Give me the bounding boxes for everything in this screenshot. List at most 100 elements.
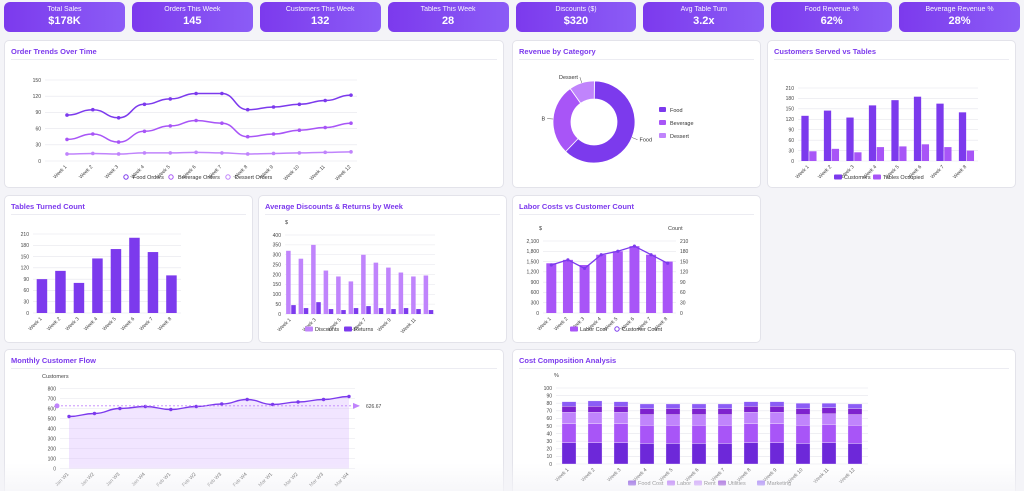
- y-tick-label: 30: [23, 300, 29, 306]
- legend-swatch: [659, 120, 666, 125]
- kpi-avg-table-turn[interactable]: Avg Table Turn 3.2x: [643, 2, 765, 32]
- y-tick-label: 300: [273, 253, 282, 259]
- legend-label: Food: [670, 108, 683, 114]
- bar: [92, 258, 103, 313]
- bar-segment: [587, 423, 603, 443]
- bar: [958, 112, 967, 161]
- y-tick-label: 180: [786, 96, 795, 102]
- y2-axis-unit: Count: [668, 226, 683, 232]
- kpi-beverage-revenue[interactable]: Beverage Revenue % 28%: [899, 2, 1020, 32]
- y-tick-label: 150: [33, 78, 42, 84]
- bar: [944, 147, 952, 161]
- bar-segment: [587, 400, 603, 407]
- bar-segment: [847, 403, 863, 409]
- bar: [129, 237, 140, 313]
- y-tick-label: 800: [48, 386, 57, 392]
- bar-segment: [821, 413, 837, 425]
- bar: [147, 252, 159, 313]
- bar-segment: [743, 442, 759, 465]
- bar: [876, 147, 885, 161]
- data-point: [323, 150, 327, 155]
- kpi-food-revenue[interactable]: Food Revenue % 62%: [771, 2, 893, 32]
- bar-segment: [717, 408, 733, 415]
- kpi-total-sales[interactable]: Total Sales $178K: [4, 2, 125, 32]
- data-point: [65, 152, 69, 156]
- area-fill: [69, 396, 349, 469]
- tables-turned-card: Tables Turned Count 0 30 60 90 120 150 180 210 W…: [4, 195, 253, 343]
- legend-swatch: [718, 480, 726, 486]
- data-point: [116, 116, 121, 120]
- revenue-category-card: Revenue by Category Food B Dessert Food Beve…: [512, 40, 761, 188]
- bar-segment: [769, 406, 785, 413]
- bar: [868, 105, 877, 161]
- bar: [899, 146, 907, 161]
- kpi-tables-this-week[interactable]: Tables This Week 28: [387, 2, 509, 32]
- legend-swatch: [305, 326, 313, 332]
- kpi-value: 132: [311, 15, 330, 27]
- data-point: [91, 151, 95, 156]
- card-title: Order Trends Over Time: [11, 47, 97, 56]
- data-point: [142, 151, 147, 155]
- bar-segment: [821, 424, 837, 443]
- data-point: [666, 261, 670, 265]
- y-tick-label: 210: [680, 239, 689, 245]
- x-tick-label: Mar W1: [257, 472, 274, 489]
- kpi-value: $320: [563, 15, 589, 27]
- legend-swatch: [757, 480, 765, 486]
- bar: [411, 276, 416, 314]
- bar-segment: [561, 401, 577, 407]
- x-tick-label: Week 3: [606, 467, 622, 483]
- x-tick-label: Week 2: [78, 164, 94, 180]
- bar: [416, 309, 421, 314]
- bar: [921, 144, 930, 161]
- legend-label: Dessert: [670, 134, 689, 140]
- data-point: [349, 93, 353, 97]
- y-tick-label: 120: [21, 266, 30, 272]
- y-tick-label: 70: [546, 409, 552, 415]
- bar-segment: [639, 425, 655, 444]
- legend-swatch: [344, 326, 352, 332]
- bar-segment: [639, 403, 655, 409]
- bar-segment: [561, 412, 577, 424]
- bar: [386, 267, 391, 314]
- bar: [73, 282, 85, 313]
- bar-segment: [691, 408, 707, 415]
- data-point: [91, 107, 95, 112]
- bar: [423, 275, 429, 314]
- x-tick-label: Week 11: [309, 164, 327, 182]
- bar: [55, 270, 66, 313]
- y-axis-unit: $: [285, 220, 288, 226]
- data-point: [116, 140, 121, 144]
- data-point: [349, 121, 353, 125]
- x-tick-label: Feb W2: [181, 472, 198, 489]
- bar: [311, 244, 316, 314]
- kpi-discounts[interactable]: Discounts ($) $320: [515, 2, 637, 32]
- kpi-customers-this-week[interactable]: Customers This Week 132: [259, 2, 381, 32]
- y-tick-label: 100: [48, 456, 57, 462]
- bar-segment: [613, 442, 629, 465]
- bar: [353, 308, 359, 314]
- series-line: [66, 92, 352, 119]
- bar-segment: [691, 425, 707, 444]
- bar-segment: [665, 408, 681, 415]
- bar-segment: [847, 408, 863, 415]
- legend-label: Labor: [677, 481, 691, 487]
- kpi-row: Total Sales $178K Orders This Week 145 Cus…: [4, 2, 1020, 32]
- bar: [323, 270, 329, 314]
- data-point: [92, 411, 97, 416]
- legend-label: Marketing: [767, 481, 791, 487]
- bar-segment: [769, 401, 785, 407]
- card-title: Tables Turned Count: [11, 202, 85, 211]
- data-point: [245, 397, 249, 402]
- slice-leader: [579, 77, 582, 83]
- slice-leader: [631, 137, 638, 140]
- x-tick-label: Week 10: [283, 164, 301, 182]
- kpi-orders-this-week[interactable]: Orders This Week 145: [131, 2, 253, 32]
- card-title: Revenue by Category: [519, 47, 596, 56]
- revenue-category-chart: Food B Dessert Food Beverage Dessert: [541, 75, 694, 164]
- legend-swatch: [614, 326, 620, 332]
- bar: [391, 309, 396, 314]
- x-tick-label: Week 2: [553, 316, 569, 332]
- bar-segment: [769, 412, 785, 424]
- data-point: [582, 266, 587, 271]
